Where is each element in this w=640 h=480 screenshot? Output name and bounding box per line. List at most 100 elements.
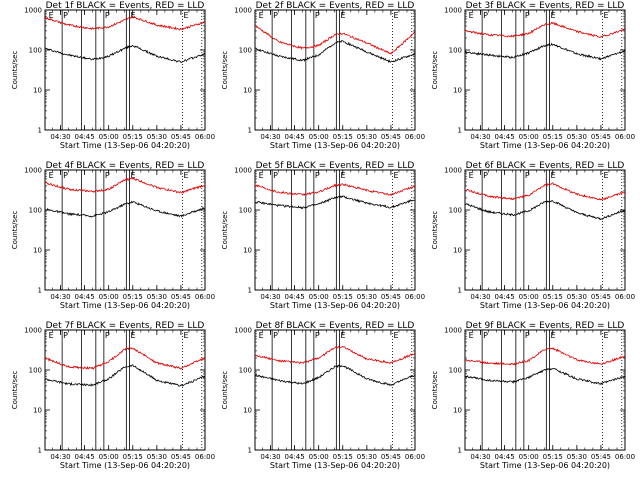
flag-label: E [551,331,556,340]
x-tick-label: 04:30 [470,133,490,141]
flag-label: P [63,331,68,340]
flag-label: P [105,331,110,340]
flag-label: P [105,171,110,180]
x-tick-label: 04:30 [260,293,280,301]
x-tick-label: 05:45 [591,453,611,461]
x-axis-label: Start Time (13-Sep-06 04:20:20) [60,141,190,150]
x-tick-label: 04:30 [470,293,490,301]
y-tick-label: 100 [29,207,42,215]
y-tick-label: 1000 [444,167,462,175]
x-tick-label: 05:15 [543,293,563,301]
y-tick-label: 1000 [444,7,462,15]
plot-frame [464,9,626,131]
x-axis-label: Start Time (13-Sep-06 04:20:20) [270,301,400,310]
y-tick-label: 100 [239,47,252,55]
flag-label: E [341,331,346,340]
x-tick-label: 05:30 [147,133,167,141]
y-tick-label: 10 [33,87,42,95]
flag-label: E [341,11,346,20]
x-axis-label: Start Time (13-Sep-06 04:20:20) [270,461,400,470]
flag-label: E [551,11,556,20]
y-tick-label: 1000 [24,167,42,175]
x-tick-label: 04:45 [285,133,305,141]
flag-label: P [525,331,530,340]
x-tick-label: 04:30 [470,453,490,461]
x-tick-label: 05:15 [123,293,143,301]
y-axis-label: Counts/sec [221,371,229,410]
x-tick-label: 05:30 [567,293,587,301]
y-tick-label: 10 [453,247,462,255]
flag-label: E [469,331,474,340]
x-tick-label: 05:45 [381,293,401,301]
x-tick-label: 04:45 [285,453,305,461]
x-tick-label: 04:30 [260,133,280,141]
x-tick-label: 05:15 [123,133,143,141]
panel-det-8: Det 8f BLACK = Events, RED = LLD 1 10 100 10… [221,321,425,470]
x-tick-label: 04:30 [50,293,70,301]
plot-frame [44,169,206,291]
series-lld-line [254,345,416,365]
flag-label: P [273,331,278,340]
flag-label: E [131,171,136,180]
plot-frame [254,169,416,291]
y-tick-label: 1 [38,447,42,455]
x-axis-label: Start Time (13-Sep-06 04:20:20) [480,141,610,150]
flag-label: E [259,331,264,340]
panel-det-2: Det 2f BLACK = Events, RED = LLD 1 10 100 10… [221,1,425,150]
x-tick-label: 04:45 [495,453,515,461]
flag-label: P [315,11,320,20]
y-tick-label: 100 [239,367,252,375]
y-tick-label: 10 [243,87,252,95]
x-tick-label: 06:00 [615,133,635,141]
flag-label: P [483,331,488,340]
series-events-line [254,364,416,387]
x-tick-label: 05:15 [333,293,353,301]
y-axis-label: Counts/sec [11,371,19,410]
flag-label: P [105,11,110,20]
series-lld-line [464,182,626,201]
flag-label: E [49,11,54,20]
flag-label: E [49,171,54,180]
x-tick-label: 05:45 [591,293,611,301]
x-tick-label: 05:00 [519,453,539,461]
flag-label: E [131,11,136,20]
series-events-line [254,195,415,210]
y-axis-label: Counts/sec [11,211,19,250]
series-lld-line [44,347,206,370]
flag-label: E [184,331,189,340]
flag-label: P [525,11,530,20]
flag-label: P [315,331,320,340]
x-tick-label: 04:45 [75,453,95,461]
series-events-line [464,42,626,61]
x-tick-label: 05:00 [99,133,119,141]
flag-label: E [469,171,474,180]
x-tick-label: 06:00 [195,453,215,461]
y-tick-label: 1000 [24,7,42,15]
panel-title: Det 6f BLACK = Events, RED = LLD [466,161,625,171]
y-tick-label: 1 [248,287,252,295]
panel-det-7: Det 7f BLACK = Events, RED = LLD 1 10 100 10… [11,321,215,470]
x-tick-label: 04:30 [50,453,70,461]
x-tick-label: 05:15 [543,133,563,141]
flag-label: E [184,11,189,20]
x-tick-label: 05:00 [99,293,119,301]
y-tick-label: 1000 [234,327,252,335]
flag-label: P [315,171,320,180]
y-axis-label: Counts/sec [221,211,229,250]
plot-frame [464,329,626,451]
y-tick-label: 1000 [234,7,252,15]
panel-det-3: Det 3f BLACK = Events, RED = LLD 1 10 100 10… [431,1,635,150]
x-tick-label: 04:45 [495,133,515,141]
y-tick-label: 1 [38,127,42,135]
x-tick-label: 05:15 [543,453,563,461]
flag-label: E [604,331,609,340]
y-tick-label: 1 [458,447,462,455]
series-lld-line [464,21,626,38]
flag-label: E [604,11,609,20]
flag-label: E [341,171,346,180]
x-tick-label: 05:30 [357,133,377,141]
flag-label: E [184,171,189,180]
x-tick-label: 04:45 [75,133,95,141]
y-axis-label: Counts/sec [431,371,439,410]
